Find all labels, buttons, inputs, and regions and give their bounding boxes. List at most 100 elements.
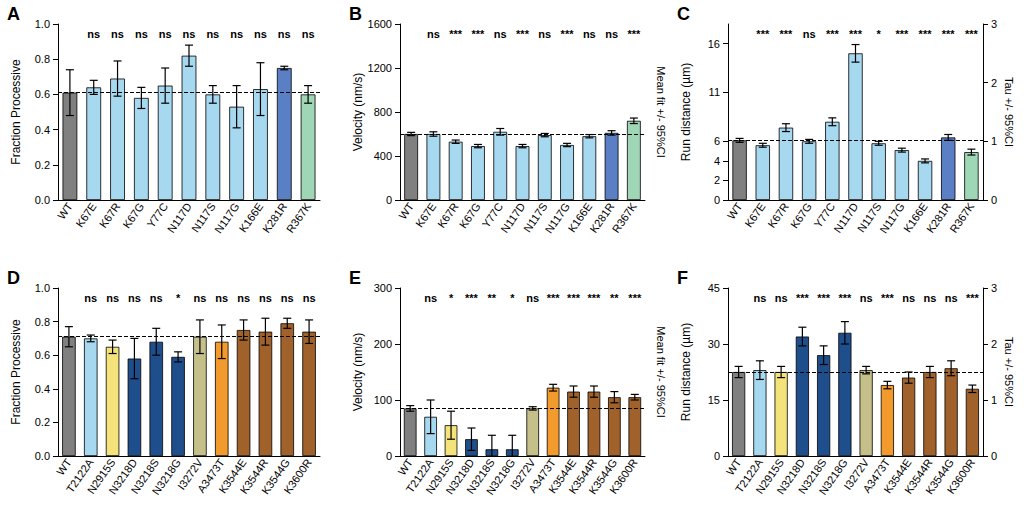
svg-text:ns: ns [84,292,97,304]
svg-text:WT: WT [725,200,745,221]
svg-text:R367K: R367K [284,200,314,235]
svg-text:ns: ns [583,28,596,40]
svg-text:Velocity (nm/s): Velocity (nm/s) [351,333,365,412]
svg-text:1200: 1200 [368,62,392,74]
svg-text:ns: ns [775,292,788,304]
svg-text:0: 0 [991,194,997,206]
svg-text:ns: ns [106,292,119,304]
svg-text:K3600R: K3600R [945,457,978,496]
svg-text:K67E: K67E [73,201,98,230]
svg-text:N3218G: N3218G [484,457,517,497]
svg-text:0.2: 0.2 [35,416,50,428]
svg-text:0: 0 [714,450,720,462]
svg-text:300: 300 [374,282,392,294]
svg-text:0.0: 0.0 [35,450,50,462]
svg-text:***: *** [567,292,581,304]
svg-text:ns: ns [87,28,100,40]
svg-text:1: 1 [991,394,997,406]
svg-text:1.0: 1.0 [35,18,50,30]
svg-text:3: 3 [991,282,997,294]
svg-text:Fraction Processive: Fraction Processive [9,319,23,425]
svg-text:ns: ns [902,292,915,304]
svg-text:ns: ns [526,292,539,304]
svg-text:***: *** [965,28,979,40]
svg-text:***: *** [780,28,794,40]
svg-text:***: *** [817,292,831,304]
svg-text:***: *** [561,28,575,40]
svg-text:***: *** [881,292,895,304]
svg-text:C: C [677,4,690,24]
svg-text:K67G: K67G [788,201,814,231]
svg-text:0.2: 0.2 [35,159,50,171]
svg-text:ns: ns [923,292,936,304]
svg-text:ns: ns [427,28,440,40]
svg-text:ns: ns [111,28,124,40]
svg-text:K3600R: K3600R [281,457,314,496]
svg-text:WT: WT [54,456,74,477]
svg-text:***: *** [826,28,840,40]
svg-text:***: *** [588,292,602,304]
svg-text:0.0: 0.0 [35,194,50,206]
svg-text:3: 3 [991,18,997,30]
svg-text:ns: ns [424,292,437,304]
svg-text:ns: ns [206,28,219,40]
svg-text:ns: ns [254,28,267,40]
svg-text:ns: ns [605,28,618,40]
svg-text:Mean fit +/- 95%CI: Mean fit +/- 95%CI [655,66,667,157]
svg-text:A: A [7,4,20,24]
svg-text:15: 15 [708,394,720,406]
svg-text:Run distance (µm): Run distance (µm) [679,63,693,161]
svg-text:WT: WT [55,200,75,221]
svg-text:ns: ns [159,28,172,40]
svg-text:0: 0 [386,450,392,462]
svg-text:200: 200 [374,338,392,350]
svg-text:***: *** [449,28,463,40]
svg-text:Tau +/- 95%CI: Tau +/- 95%CI [1003,337,1015,407]
svg-text:K3600R: K3600R [607,457,640,496]
svg-text:16: 16 [708,38,720,50]
svg-text:K67G: K67G [457,201,483,231]
svg-text:B: B [349,4,362,24]
svg-text:0: 0 [991,450,997,462]
svg-text:4: 4 [714,155,720,167]
svg-text:WT: WT [396,200,416,221]
svg-text:***: *** [756,28,770,40]
svg-text:Fraction Processive: Fraction Processive [9,59,23,165]
svg-text:K67E: K67E [413,201,438,230]
svg-text:0: 0 [714,194,720,206]
svg-text:F: F [677,268,688,288]
svg-text:1600: 1600 [368,18,392,30]
svg-text:N117G: N117G [212,201,241,236]
svg-text:0.4: 0.4 [35,124,50,136]
svg-text:N117D: N117D [831,201,860,235]
svg-text:11: 11 [709,86,720,98]
svg-text:100: 100 [374,394,392,406]
svg-text:ns: ns [135,28,148,40]
svg-text:K67G: K67G [120,201,146,231]
svg-text:***: *** [516,28,530,40]
svg-text:ns: ns [281,292,294,304]
svg-text:0.6: 0.6 [35,349,50,361]
svg-text:K67R: K67R [97,201,123,230]
svg-text:WT: WT [724,456,744,477]
svg-text:Run distance (µm): Run distance (µm) [679,323,693,421]
svg-text:***: *** [472,28,486,40]
svg-text:6: 6 [714,135,720,147]
svg-text:K67R: K67R [765,201,791,230]
svg-text:N3218G: N3218G [816,457,849,497]
svg-text:K67R: K67R [435,201,461,230]
svg-text:Mean fit +/- 95%CI: Mean fit +/- 95%CI [655,326,667,417]
svg-text:Velocity (nm/s): Velocity (nm/s) [351,73,365,152]
svg-text:400: 400 [374,150,392,162]
svg-text:K67E: K67E [742,201,767,230]
svg-text:***: *** [627,28,641,40]
svg-text:1: 1 [991,135,997,147]
svg-text:ns: ns [278,28,291,40]
svg-text:0: 0 [386,194,392,206]
svg-text:***: *** [919,28,933,40]
svg-text:N117G: N117G [877,201,906,236]
svg-text:0.4: 0.4 [35,383,50,395]
svg-text:0.8: 0.8 [35,316,50,328]
svg-text:N3218G: N3218G [150,457,183,497]
svg-text:ns: ns [302,28,315,40]
